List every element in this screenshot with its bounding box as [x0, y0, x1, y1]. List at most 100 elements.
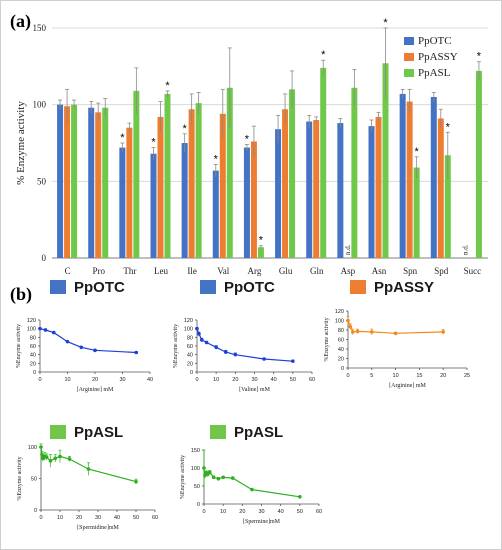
- x-tick-label: 25: [464, 373, 470, 379]
- panel-label-a: (a): [10, 11, 31, 32]
- line-legend-swatch: [200, 280, 216, 294]
- line-legend-label: PpASSY: [374, 279, 434, 296]
- line-legend-label: PpASL: [74, 424, 123, 441]
- significance-asterisk: *: [214, 153, 219, 165]
- x-tick-label: 30: [119, 377, 125, 383]
- significance-asterisk: *: [321, 49, 326, 61]
- not-detected-label: n.d.: [344, 244, 352, 255]
- data-point: [39, 445, 43, 449]
- y-tick-label: 0: [190, 370, 193, 376]
- data-point: [298, 495, 302, 499]
- y-tick-label: 120: [27, 318, 36, 324]
- data-point: [207, 470, 212, 475]
- bar-PpASL-Arg: [257, 247, 264, 258]
- x-axis-label: [Arginine] mM: [389, 383, 426, 389]
- bar-PpOTC-Leu: [150, 153, 157, 258]
- bar-category-label: Succ: [464, 266, 482, 276]
- significance-asterisk: *: [415, 146, 420, 158]
- x-tick-label: 40: [114, 515, 120, 521]
- data-point: [216, 477, 221, 481]
- bar-PpASSY-Asn: [375, 116, 382, 258]
- bar-PpASSY-Spd: [437, 118, 444, 258]
- bar-PpASL-Ile: [195, 103, 202, 258]
- data-point: [223, 350, 228, 354]
- bar-PpASSY-Thr: [126, 127, 133, 259]
- bar-ytick-label: 100: [33, 100, 47, 110]
- y-tick-label: 150: [191, 448, 200, 454]
- y-tick-label: 20: [30, 361, 36, 367]
- x-tick-label: 50: [297, 509, 303, 515]
- series-line: [203, 467, 300, 498]
- x-tick-label: 15: [416, 373, 422, 379]
- y-tick-label: 60: [338, 338, 344, 344]
- data-point: [348, 324, 353, 329]
- y-tick-label: 20: [187, 361, 193, 367]
- y-axis-label: %Enzyme activity: [16, 324, 22, 368]
- bar-PpASSY-Ile: [188, 109, 195, 259]
- bar-PpASL-Spd: [444, 155, 451, 258]
- bar-ytick-label: 50: [37, 176, 47, 186]
- bar-PpOTC-Val: [212, 170, 219, 258]
- y-tick-label: 40: [187, 353, 193, 359]
- y-tick-label: 120: [184, 318, 193, 324]
- bar-PpOTC-Asn: [368, 126, 375, 258]
- y-tick-label: 0: [341, 366, 344, 372]
- x-tick-label: 0: [202, 509, 205, 515]
- data-point: [195, 326, 199, 331]
- line-legend-swatch: [210, 425, 226, 439]
- significance-asterisk: *: [259, 235, 264, 247]
- data-point: [43, 328, 48, 332]
- data-point: [38, 326, 42, 331]
- bar-PpOTC-Asp: [337, 123, 344, 258]
- data-point: [51, 330, 56, 335]
- x-tick-label: 20: [440, 373, 446, 379]
- data-point: [204, 340, 209, 345]
- bar-PpOTC-Arg: [243, 147, 250, 258]
- bar-category-label: Asn: [372, 266, 387, 276]
- y-tick-label: 50: [31, 477, 37, 483]
- significance-asterisk: *: [165, 80, 170, 92]
- data-point: [233, 352, 238, 357]
- y-axis-label: %Enzyme activity: [173, 324, 179, 368]
- x-tick-label: 10: [213, 377, 219, 383]
- bar-PpASSY-Pro: [95, 112, 102, 258]
- x-tick-label: 50: [133, 515, 139, 521]
- significance-asterisk: *: [477, 51, 482, 63]
- bar-PpASL-Thr: [133, 90, 140, 258]
- x-tick-label: 60: [309, 377, 315, 383]
- legend-swatch-PpASL: [404, 69, 414, 77]
- bar-PpASSY-Arg: [250, 141, 257, 258]
- x-tick-label: 60: [316, 509, 322, 515]
- x-tick-label: 0: [195, 377, 198, 383]
- x-tick-label: 0: [39, 515, 42, 521]
- not-detected-label: n.d.: [461, 244, 469, 255]
- y-tick-label: 120: [335, 309, 344, 315]
- x-tick-label: 0: [346, 373, 349, 379]
- bar-PpASL-Glu: [289, 89, 296, 258]
- significance-asterisk: *: [151, 137, 156, 149]
- x-tick-label: 30: [251, 377, 257, 383]
- data-point: [221, 475, 225, 480]
- bar-PpOTC-Spd: [430, 97, 437, 258]
- y-tick-label: 40: [30, 353, 36, 359]
- legend-label-PpOTC: PpOTC: [418, 35, 452, 47]
- significance-asterisk: *: [245, 134, 250, 146]
- bar-PpASL-Succ: [475, 70, 482, 258]
- bar-PpOTC-Glu: [275, 129, 282, 258]
- x-tick-label: 40: [147, 377, 153, 383]
- line-legend-swatch: [350, 280, 366, 294]
- x-tick-label: 20: [232, 377, 238, 383]
- bar-category-label: Glu: [279, 266, 293, 276]
- bar-PpASL-Leu: [164, 93, 171, 258]
- x-tick-label: 10: [220, 509, 226, 515]
- data-point: [58, 454, 62, 459]
- x-axis-label: [Spermidine]mM: [77, 525, 119, 531]
- data-point: [441, 330, 446, 334]
- bar-category-label: Spd: [434, 266, 449, 276]
- y-axis-label: %Enzyme activity: [324, 317, 330, 361]
- significance-asterisk: *: [120, 132, 125, 144]
- bar-PpOTC-Thr: [119, 147, 126, 258]
- significance-asterisk: *: [383, 17, 388, 29]
- data-point: [370, 330, 374, 334]
